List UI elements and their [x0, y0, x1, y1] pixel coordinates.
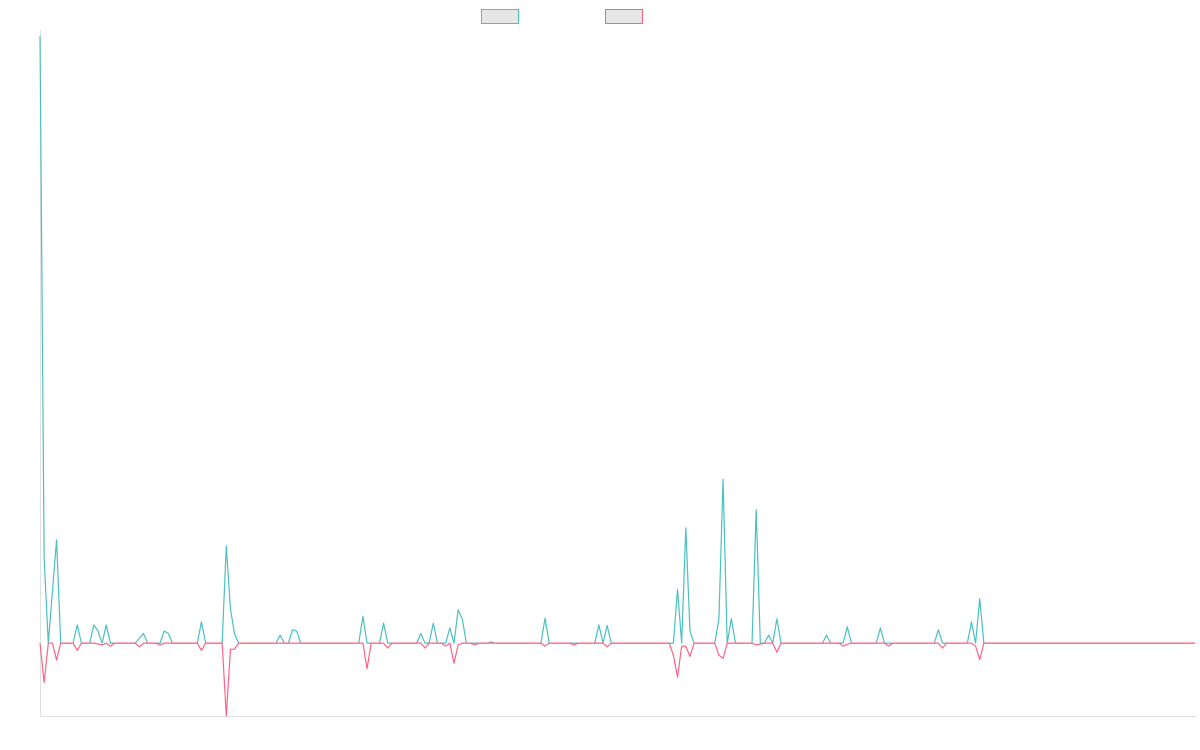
legend-swatch-teal[interactable]	[481, 9, 519, 24]
series-line-0	[39, 35, 1195, 644]
series-line-1	[39, 642, 1195, 717]
series-layer	[39, 35, 1195, 717]
legend-swatch-pink[interactable]	[605, 9, 643, 24]
chart-legend	[0, 9, 1200, 27]
